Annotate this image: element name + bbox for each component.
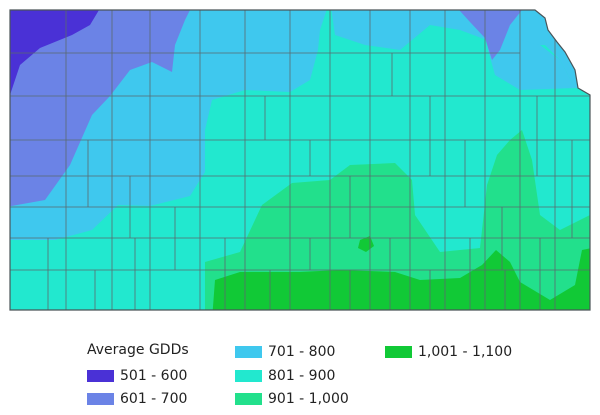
- legend-item-701-800: 701 - 800: [235, 342, 335, 362]
- legend-label-901-1000: 901 - 1,000: [268, 391, 349, 407]
- legend-swatch-1001-1100: [385, 346, 412, 358]
- legend-item-501-600: 501 - 600: [87, 366, 187, 386]
- zone-601-700-northwest: [10, 10, 195, 208]
- kansas-gdd-map: [9, 9, 591, 311]
- legend-label-601-700: 601 - 700: [120, 391, 188, 407]
- zone-701-800-east: [485, 30, 575, 90]
- zone-601-700-northeast: [450, 10, 530, 60]
- legend-item-1001-1100: 1,001 - 1,100: [385, 342, 512, 362]
- legend-item-801-900: 801 - 900: [235, 366, 335, 386]
- legend-swatch-801-900: [235, 370, 262, 382]
- legend-label-801-900: 801 - 900: [268, 368, 336, 384]
- legend-label-1001-1100: 1,001 - 1,100: [418, 344, 513, 360]
- zone-701-800-north-central: [330, 10, 590, 90]
- legend-label-701-800: 701 - 800: [268, 344, 336, 360]
- legend-swatch-501-600: [87, 370, 114, 382]
- zone-501-600-northwest: [10, 10, 105, 96]
- legend-label-501-600: 501 - 600: [120, 368, 188, 384]
- legend-swatch-901-1000: [235, 393, 262, 405]
- zone-901-1000-central-spot: [346, 196, 368, 222]
- legend: Average GDDs 501 - 600 601 - 700 701 - 8…: [0, 330, 600, 415]
- legend-title: Average GDDs: [87, 342, 189, 358]
- zone-1001-1100-south: [212, 248, 590, 310]
- map-canvas: [9, 9, 591, 311]
- county-borders: [10, 10, 590, 310]
- legend-swatch-601-700: [87, 393, 114, 405]
- legend-swatch-701-800: [235, 346, 262, 358]
- legend-item-601-700: 601 - 700: [87, 389, 187, 409]
- legend-item-901-1000: 901 - 1,000: [235, 389, 349, 409]
- state-outline: [9, 9, 591, 311]
